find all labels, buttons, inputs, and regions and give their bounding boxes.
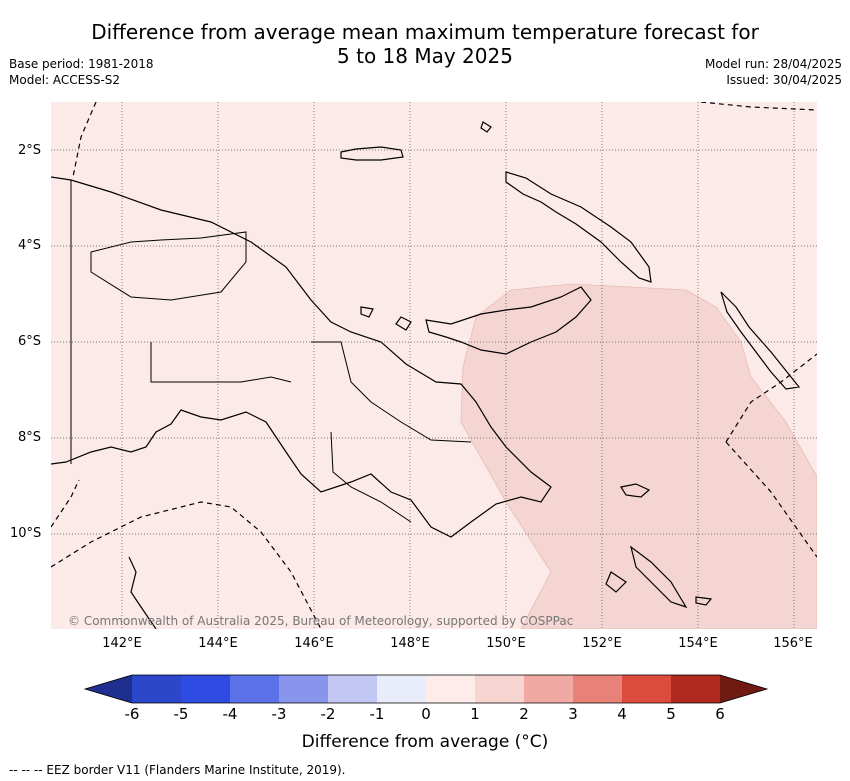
colorbar-tick-11: 4 <box>617 705 627 723</box>
base-period: Base period: 1981-2018 <box>9 57 154 71</box>
borders <box>70 180 472 523</box>
island-2 <box>630 545 688 609</box>
lat-label-2s: 2°S <box>18 143 42 158</box>
eez-border-east-south <box>725 441 817 558</box>
lat-label-10s: 10°S <box>10 526 42 541</box>
manus-coast <box>340 146 404 161</box>
eez-borders <box>51 102 817 629</box>
map-svg <box>51 102 817 629</box>
colorbar-segment-2 <box>181 675 230 703</box>
colorbar-segment-1 <box>132 675 181 703</box>
cape-york-coast <box>128 556 157 629</box>
colorbar-outline <box>83 674 769 704</box>
eez-border-northwest <box>72 102 97 178</box>
colorbar-tick-5: -2 <box>320 705 336 723</box>
lat-label-8s: 8°S <box>18 430 42 445</box>
lon-label-152e: 152°E <box>582 636 622 651</box>
lon-label-148e: 148°E <box>390 636 430 651</box>
new-ireland-coast <box>505 171 652 283</box>
lon-label-146e: 146°E <box>294 636 334 651</box>
eez-border-northeast <box>700 102 817 111</box>
coastlines <box>51 121 801 629</box>
island-7 <box>695 596 713 606</box>
colorbar-tick-9: 2 <box>519 705 529 723</box>
eez-border-west <box>51 479 80 528</box>
colorbar <box>83 674 769 704</box>
lon-label-156e: 156°E <box>773 636 813 651</box>
forecast-map <box>51 102 817 629</box>
model-run: Model run: 28/04/2025 <box>704 57 842 71</box>
colorbar-tick-3: -4 <box>222 705 238 723</box>
colorbar-tick-4: -3 <box>271 705 287 723</box>
colorbar-segment-10 <box>573 675 622 703</box>
lat-label-4s: 4°S <box>18 238 42 253</box>
colorbar-segment-8 <box>475 675 524 703</box>
lon-label-154e: 154°E <box>678 636 718 651</box>
island-1 <box>620 483 651 498</box>
island-4 <box>395 316 412 331</box>
graticule <box>51 102 817 629</box>
colorbar-tick-2: -5 <box>173 705 189 723</box>
new-guinea-coast <box>51 176 552 538</box>
colorbar-tick-7: 0 <box>421 705 431 723</box>
island-5 <box>360 306 374 318</box>
issued-date: Issued: 30/04/2025 <box>726 73 842 87</box>
colorbar-segment-5 <box>328 675 377 703</box>
province-border-2 <box>150 342 292 383</box>
anomaly-region-warm <box>460 283 817 629</box>
title-line-2: 5 to 18 May 2025 <box>337 44 513 68</box>
province-border-1 <box>90 231 247 301</box>
colorbar-tick-13: 6 <box>715 705 725 723</box>
colorbar-tick-6: -1 <box>369 705 385 723</box>
colorbar-arrow-right <box>720 675 767 703</box>
province-border-4 <box>330 431 412 523</box>
island-3 <box>605 571 627 593</box>
colorbar-tick-1: -6 <box>124 705 140 723</box>
island-6 <box>480 121 492 133</box>
colorbar-tick-12: 5 <box>666 705 676 723</box>
colorbar-arrow-left <box>85 675 132 703</box>
colorbar-segment-12 <box>671 675 720 703</box>
bougainville-coast <box>720 291 801 390</box>
colorbar-label: Difference from average (°C) <box>301 732 549 752</box>
new-britain-coast <box>425 286 592 355</box>
eez-legend-note: -- -- -- EEZ border V11 (Flanders Marine… <box>9 763 346 777</box>
eez-border-east <box>725 353 817 443</box>
colorbar-tick-10: 3 <box>568 705 578 723</box>
lon-label-144e: 144°E <box>198 636 238 651</box>
colorbar-tick-8: 1 <box>470 705 480 723</box>
colorbar-segment-9 <box>524 675 573 703</box>
eez-border-south <box>51 501 322 629</box>
lon-label-150e: 150°E <box>486 636 526 651</box>
model-name: Model: ACCESS-S2 <box>9 73 121 87</box>
colorbar-segment-6 <box>377 675 426 703</box>
lon-label-142e: 142°E <box>102 636 142 651</box>
colorbar-segment-7 <box>426 675 475 703</box>
colorbar-segment-11 <box>622 675 671 703</box>
colorbar-segment-3 <box>230 675 279 703</box>
province-border-3 <box>311 341 472 443</box>
title-line-1: Difference from average mean maximum tem… <box>91 20 759 44</box>
copyright-notice: © Commonwealth of Australia 2025, Bureau… <box>68 614 574 628</box>
colorbar-segment-4 <box>279 675 328 703</box>
lat-label-6s: 6°S <box>18 334 42 349</box>
